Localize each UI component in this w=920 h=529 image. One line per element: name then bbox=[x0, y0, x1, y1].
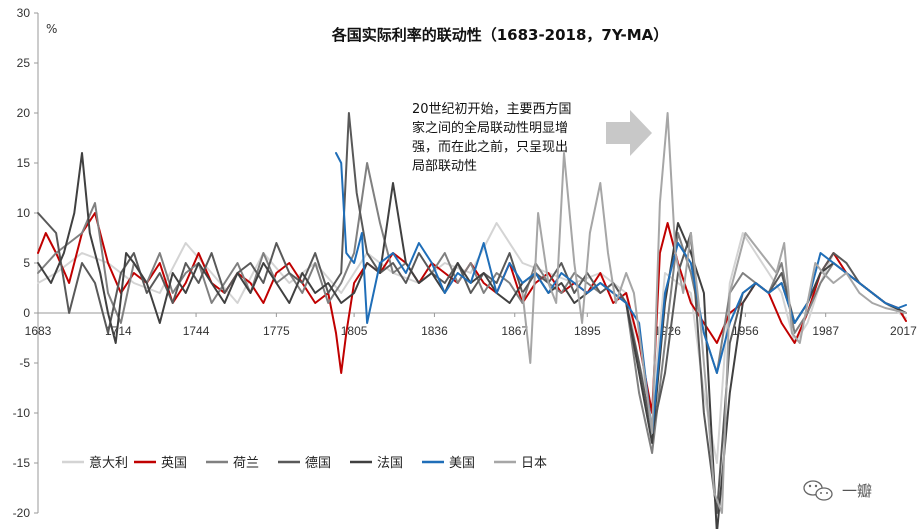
annotation-line-4: 局部联动性 bbox=[412, 159, 477, 174]
y-tick-label: -5 bbox=[19, 356, 30, 370]
series-lines bbox=[37, 112, 907, 529]
x-tick-label: 1836 bbox=[421, 324, 448, 338]
wechat-icon bbox=[803, 480, 833, 501]
x-tick-label: 1805 bbox=[341, 324, 368, 338]
x-tick-labels: 1683 1714 1744 1775 1805 1836 1867 1895 1926 1956… bbox=[25, 313, 917, 338]
legend-label: 英国 bbox=[161, 456, 187, 471]
x-tick-label: 1987 bbox=[812, 324, 839, 338]
annotation-line-1: 20世纪初开始，主要西方国 bbox=[412, 101, 572, 117]
annotation-arrow-icon bbox=[606, 110, 652, 156]
y-tick-label: 25 bbox=[17, 56, 31, 70]
series-line-美国 bbox=[335, 152, 907, 434]
x-tick-label: 1895 bbox=[574, 324, 601, 338]
x-tick-label: 1683 bbox=[25, 324, 52, 338]
legend-label: 意大利 bbox=[89, 455, 128, 471]
legend-label: 法国 bbox=[377, 456, 403, 471]
legend-label: 荷兰 bbox=[233, 456, 259, 471]
y-tick-label: 15 bbox=[17, 156, 31, 170]
series-line-日本 bbox=[521, 112, 907, 514]
legend-label: 德国 bbox=[305, 456, 331, 471]
y-tick-label: -15 bbox=[13, 456, 31, 470]
x-tick-label: 1775 bbox=[263, 324, 290, 338]
y-tick-label: 30 bbox=[17, 6, 31, 20]
y-tick-label: 0 bbox=[23, 306, 30, 320]
annotation-line-2: 家之间的全局联动性明显增 bbox=[412, 120, 568, 136]
y-tick-labels: 30 25 20 15 10 5 0 -5 -10 -15 -20 bbox=[13, 6, 38, 520]
legend: 意大利 英国 荷兰 德国 法国 美国 日本 bbox=[62, 455, 547, 471]
y-tick-label: -10 bbox=[13, 406, 31, 420]
x-tick-label: 1744 bbox=[183, 324, 210, 338]
watermark-text: 一瓣 bbox=[842, 482, 872, 500]
y-tick-label: 5 bbox=[23, 256, 30, 270]
series-line-法国 bbox=[37, 152, 907, 529]
annotation: 20世纪初开始，主要西方国 家之间的全局联动性明显增 强，而在此之前，只呈现出 … bbox=[412, 101, 652, 174]
watermark: 一瓣 bbox=[803, 480, 872, 501]
x-tick-label: 1956 bbox=[732, 324, 759, 338]
y-tick-label: 20 bbox=[17, 106, 31, 120]
legend-label: 美国 bbox=[449, 456, 475, 471]
y-axis-label: % bbox=[46, 22, 57, 36]
x-tick-label: 2017 bbox=[890, 324, 917, 338]
y-tick-label: -20 bbox=[13, 506, 31, 520]
x-tick-label: 1867 bbox=[501, 324, 528, 338]
series-line-意大利 bbox=[37, 222, 907, 464]
annotation-line-3: 强，而在此之前，只呈现出 bbox=[412, 139, 568, 155]
legend-label: 日本 bbox=[521, 456, 547, 471]
y-tick-label: 10 bbox=[17, 206, 31, 220]
chart-title: 各国实际利率的联动性（1683-2018，7Y-MA） bbox=[331, 26, 669, 44]
